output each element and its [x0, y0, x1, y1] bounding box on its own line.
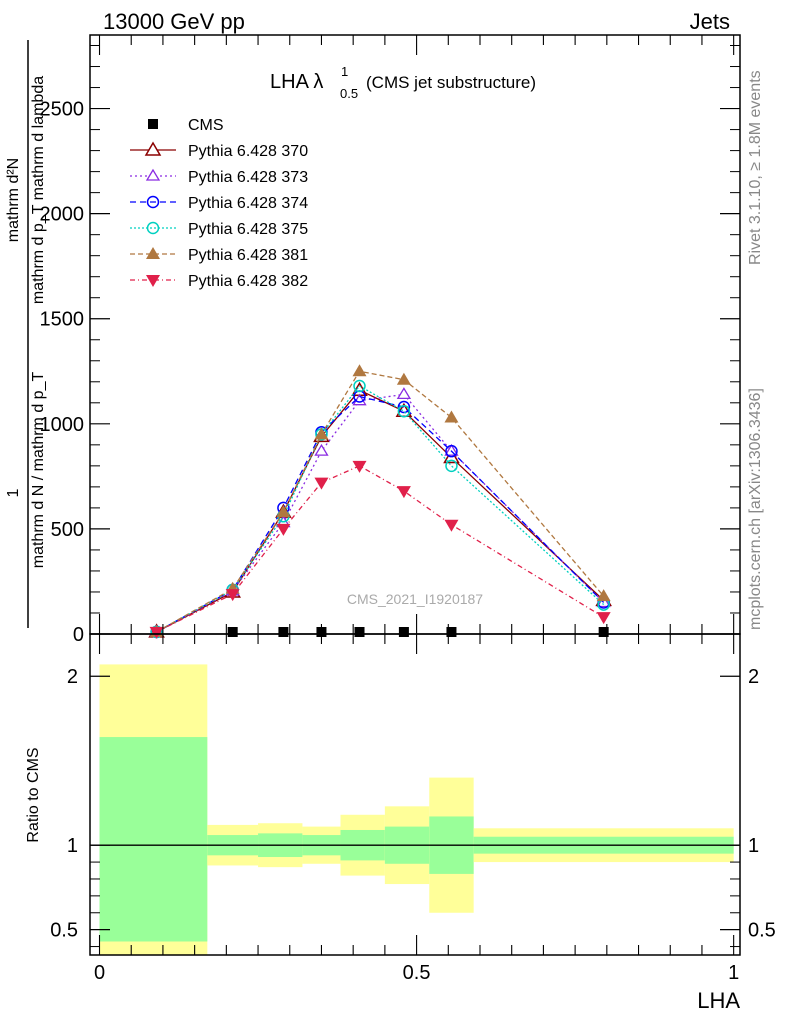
- ratio-frame: [89, 633, 741, 956]
- mcplots-label: mcplots.cern.ch [arXiv:1306.3436]: [747, 388, 764, 630]
- series-point-382: [314, 477, 329, 490]
- ylabel-denominator: mathrm d N / mathrm d p_T: [30, 372, 47, 569]
- ratio-y-tick-label: 2: [67, 666, 78, 688]
- legend-marker: [144, 141, 162, 156]
- series-line-374: [156, 395, 605, 633]
- legend-entry-375: Pythia 6.428 375: [130, 221, 308, 238]
- ratio-y-tick-label: 0.5: [50, 920, 78, 942]
- series-line-375: [156, 385, 605, 633]
- series-point-CMS: [446, 627, 457, 637]
- series-point-381: [596, 589, 611, 602]
- series-point-381: [352, 364, 367, 377]
- x-tick-label: 0.5: [403, 962, 431, 984]
- series-point-375: [445, 459, 458, 473]
- legend-label: Pythia 6.428 373: [188, 169, 308, 186]
- analysis-watermark: CMS_2021_I1920187: [347, 591, 483, 607]
- series-point-373: [396, 387, 412, 400]
- main-y-tick-label: 2500: [40, 99, 85, 121]
- series-point-382: [352, 460, 367, 473]
- legend-entry-381: Pythia 6.428 381: [130, 247, 308, 264]
- header-right: Jets: [690, 9, 730, 34]
- x-tick-label: 0: [94, 962, 105, 984]
- ratio-plot-area: [90, 664, 740, 955]
- title-superscript: 1: [341, 64, 348, 79]
- main-y-tick-label: 2000: [40, 204, 85, 226]
- ratio-y-tick-label-right: 1: [748, 835, 759, 857]
- series-point-374: [445, 444, 458, 458]
- x-axis-label: LHA: [697, 988, 740, 1013]
- legend-marker: [146, 275, 160, 287]
- legend-entry-373: Pythia 6.428 373: [130, 168, 308, 186]
- legend-marker: [145, 168, 161, 181]
- legend-entry-382: Pythia 6.428 382: [130, 273, 308, 290]
- series-point-CMS: [398, 627, 409, 637]
- ratio-band-inner: [99, 737, 208, 942]
- series-line-382: [156, 465, 604, 633]
- ratio-y-tick-label-right: 0.5: [748, 920, 776, 942]
- ratio-axes: 0.5 0.5 1 1 2 2 0 0.5 1: [50, 633, 776, 984]
- rivet-label: Rivet 3.1.10, ≥ 1.8M events: [747, 70, 764, 265]
- ratio-ylabel: Ratio to CMS: [25, 747, 42, 842]
- title-main: LHA λ: [270, 71, 323, 93]
- main-ylabel: 1 mathrm d²N mathrm d p_T mathrm d lambd…: [5, 40, 47, 628]
- legend-label: Pythia 6.428 381: [188, 247, 308, 264]
- legend-label: Pythia 6.428 374: [188, 195, 308, 212]
- series-point-375: [397, 404, 411, 418]
- series-point-374: [397, 400, 411, 414]
- series-point-375: [353, 379, 366, 393]
- series-point-381: [396, 372, 411, 385]
- series-point-CMS: [598, 627, 609, 637]
- x-tick-label: 1: [728, 962, 739, 984]
- plot-title: LHA λ 1 0.5 (CMS jet substructure): [270, 64, 536, 101]
- legend-marker: [148, 119, 158, 129]
- series-point-CMS: [354, 627, 365, 637]
- legend-marker: [146, 221, 160, 235]
- main-y-tick-label: 1000: [40, 414, 85, 436]
- legend-label: Pythia 6.428 370: [188, 143, 308, 160]
- legend-label: CMS: [188, 117, 224, 134]
- main-y-tick-label: 500: [51, 519, 84, 541]
- legend-marker: [146, 195, 160, 209]
- series-point-381: [314, 427, 329, 440]
- series-point-382: [149, 626, 164, 639]
- legend-entry-CMS: CMS: [148, 117, 224, 134]
- ylabel-numerator-d2n: mathrm d²N: [5, 158, 22, 242]
- ylabel-numerator-dp: mathrm d p_T mathrm d lambda: [30, 76, 47, 304]
- main-axes: 0 500 1000 1500 2000 2500: [40, 34, 741, 646]
- legend-marker: [146, 247, 160, 259]
- series-point-CMS: [227, 627, 238, 637]
- series-point-CMS: [278, 627, 289, 637]
- series-point-381: [276, 505, 291, 518]
- main-y-tick-label: 1500: [40, 309, 85, 331]
- series-point-382: [444, 519, 459, 532]
- legend-label: Pythia 6.428 375: [188, 221, 308, 238]
- ratio-y-tick-label: 1: [67, 835, 78, 857]
- main-y-tick-label: 0: [73, 624, 84, 646]
- legend: CMS Pythia 6.428 370 Pythia 6.428 373 Pythi…: [130, 117, 308, 290]
- legend-label: Pythia 6.428 382: [188, 273, 308, 290]
- series-point-382: [276, 523, 291, 536]
- series-point-381: [444, 410, 459, 423]
- series-point-382: [596, 612, 611, 625]
- legend-entry-374: Pythia 6.428 374: [130, 195, 308, 212]
- header-left: 13000 GeV pp: [103, 9, 245, 34]
- series-point-382: [225, 589, 240, 602]
- legend-entry-370: Pythia 6.428 370: [130, 141, 308, 160]
- series-line-381: [156, 370, 605, 633]
- series-point-373: [314, 443, 329, 456]
- ylabel-numerator-one: 1: [5, 488, 22, 497]
- series-point-373: [444, 443, 459, 456]
- title-paren: (CMS jet substructure): [366, 73, 536, 92]
- series-line-373: [156, 393, 605, 633]
- ratio-y-tick-label-right: 2: [748, 666, 759, 688]
- series-point-382: [396, 486, 411, 499]
- title-subscript: 0.5: [340, 86, 358, 101]
- main-series-group: [148, 364, 612, 639]
